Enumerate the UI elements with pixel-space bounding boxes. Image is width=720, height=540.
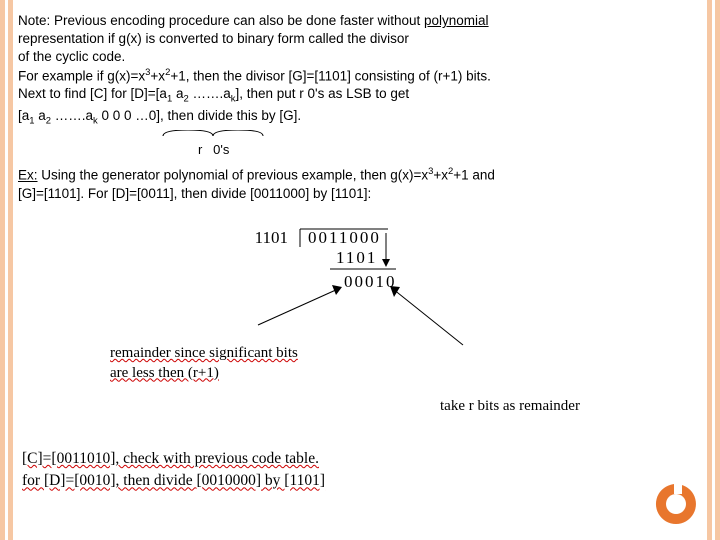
remainder-text: 00010 — [344, 272, 397, 291]
note-line4: For example if g(x)=x3+x2+1, then the di… — [18, 67, 702, 86]
ex-l1b: Using the generator polynomial of previo… — [38, 168, 429, 183]
stripe-right-2 — [715, 0, 720, 540]
bottom-lines: [C]=[0011010], check with previous code … — [22, 448, 325, 493]
stripe-left-1 — [0, 0, 5, 540]
note-l6b: a — [35, 108, 46, 123]
note-l5c: …….a — [189, 86, 231, 101]
note-line2: representation if g(x) is converted to b… — [18, 30, 702, 48]
corner-logo-icon — [654, 482, 698, 526]
bottom-l1: [C]=[0011010], check with previous code … — [22, 450, 319, 467]
remainder-note: remainder since significant bits are les… — [110, 344, 298, 383]
ex-line2: [G]=[1101]. For [D]=[0011], then divide … — [18, 185, 702, 203]
ex-l1a: Ex: — [18, 168, 38, 183]
note-l5a: Next to find [C] for [D]=[a — [18, 86, 167, 101]
r-zeros-brace: r 0's — [158, 130, 702, 158]
note-line6: [a1 a2 …….ak 0 0 0 …0], then divide this… — [18, 107, 702, 128]
note-line3: of the cyclic code. — [18, 48, 702, 66]
note-l1a: Note: Previous encoding procedure can al… — [18, 13, 424, 28]
slide-content: Note: Previous encoding procedure can al… — [18, 12, 702, 335]
rem-l2: are less then (r+1) — [110, 365, 219, 381]
rzeros-text: r 0's — [198, 142, 230, 157]
note-l1b: polynomial — [424, 13, 489, 28]
long-division: 1101 0011000 1101 00010 — [218, 225, 702, 335]
bottom-l2: for [D]=[0010], then divide [0010000] by… — [22, 472, 325, 489]
note-l5b: a — [172, 86, 183, 101]
rem-l1: remainder since significant bits — [110, 345, 298, 361]
note-l6d: 0 0 0 …0], then divide this by [G]. — [98, 108, 301, 123]
note-l6c: …….a — [51, 108, 93, 123]
dividend-text: 0011000 — [308, 228, 381, 247]
note-line1: Note: Previous encoding procedure can al… — [18, 12, 702, 30]
take-r-bits: take r bits as remainder — [440, 398, 580, 415]
note-line5: Next to find [C] for [D]=[a1 a2 …….ak], … — [18, 85, 702, 106]
ex-l1d: +1 and — [453, 168, 495, 183]
brace-svg: r 0's — [158, 130, 268, 158]
divisor-text: 1101 — [255, 228, 288, 247]
note-l6a: [a — [18, 108, 29, 123]
stripe-right-1 — [707, 0, 712, 540]
note-l4a: For example if g(x)=x — [18, 68, 145, 83]
step1-text: 1101 — [336, 248, 377, 267]
note-l5d: ], then put r 0's as LSB to get — [235, 86, 409, 101]
ex-line1: Ex: Using the generator polynomial of pr… — [18, 166, 702, 185]
stripe-left-2 — [8, 0, 13, 540]
ex-l1c: +x — [433, 168, 448, 183]
note-l4b: +x — [150, 68, 165, 83]
note-l4c: +1, then the divisor [G]=[1101] consisti… — [170, 68, 491, 83]
